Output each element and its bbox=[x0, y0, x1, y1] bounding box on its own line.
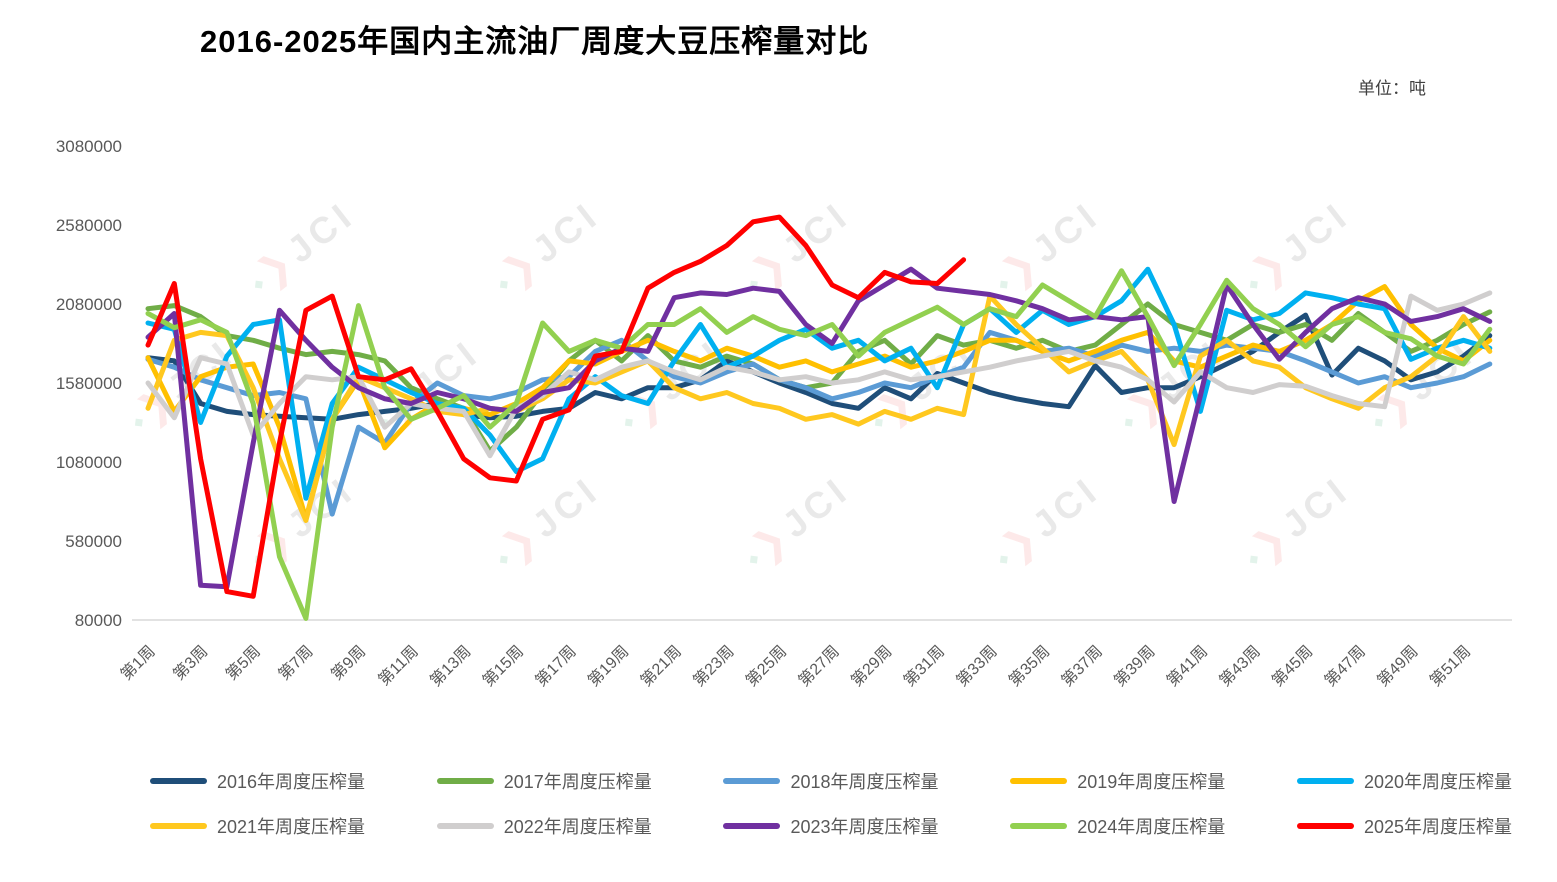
legend-item-2022年: 2022年周度压榨量 bbox=[436, 813, 652, 839]
y-axis-tick-label: 80000 bbox=[75, 611, 122, 630]
x-axis-tick-label: 第41周 bbox=[1163, 642, 1211, 690]
chart-title: 2016-2025年国内主流油厂周度大豆压榨量对比 bbox=[200, 24, 870, 59]
legend-swatch bbox=[150, 778, 207, 784]
series-line-2017年 bbox=[145, 301, 1493, 454]
x-axis-tick-label: 第7周 bbox=[275, 642, 317, 684]
legend-label: 2021年周度压榨量 bbox=[217, 817, 366, 837]
legend-item-2024年: 2024年周度压榨量 bbox=[1010, 813, 1225, 839]
legend-label: 2023年周度压榨量 bbox=[790, 817, 939, 837]
x-axis-tick-label: 第23周 bbox=[690, 642, 738, 690]
legend-label: 2024年周度压榨量 bbox=[1077, 817, 1226, 837]
series-line-2021年 bbox=[145, 293, 1493, 523]
legend-swatch bbox=[1296, 778, 1354, 784]
legend-item-2017年: 2017年周度压榨量 bbox=[436, 768, 652, 794]
x-axis-tick-label: 第51周 bbox=[1426, 642, 1474, 690]
x-axis-tick-label: 第29周 bbox=[848, 642, 896, 690]
x-axis-tick-label: 第31周 bbox=[900, 642, 948, 690]
legend-swatch bbox=[1010, 823, 1068, 829]
line-chart-svg: 3080000 2580000 2080000 1580000 1080000 58000… bbox=[56, 137, 1512, 690]
x-axis-tick-label: 第19周 bbox=[584, 642, 632, 690]
legend-label: 2025年周度压榨量 bbox=[1363, 817, 1512, 837]
legend-item-2023年: 2023年周度压榨量 bbox=[723, 813, 939, 839]
x-axis-tick-label: 第47周 bbox=[1321, 642, 1369, 690]
legend-label: 2016年周度压榨量 bbox=[217, 772, 366, 792]
y-axis-tick-label: 1080000 bbox=[56, 453, 122, 472]
x-axis-tick-label: 第17周 bbox=[532, 642, 580, 690]
legend-item-2016年: 2016年周度压榨量 bbox=[150, 768, 365, 794]
series-line-2025年 bbox=[145, 214, 967, 599]
series-line-2023年 bbox=[145, 266, 1493, 590]
series-line-2024年 bbox=[145, 268, 1493, 621]
legend-label: 2022年周度压榨量 bbox=[503, 817, 652, 837]
x-axis-tick-label: 第33周 bbox=[953, 642, 1001, 690]
legend-swatch bbox=[436, 778, 494, 784]
legend-label: 2018年周度压榨量 bbox=[790, 772, 939, 792]
x-axis-tick-label: 第45周 bbox=[1269, 642, 1317, 690]
legend-item-2019年: 2019年周度压榨量 bbox=[1010, 768, 1225, 794]
y-axis-tick-label: 580000 bbox=[65, 532, 122, 551]
x-axis-tick-label: 第39周 bbox=[1111, 642, 1159, 690]
legend-item-2021年: 2021年周度压榨量 bbox=[150, 813, 365, 839]
y-axis-tick-label: 2580000 bbox=[56, 216, 122, 235]
series-line-2022年 bbox=[145, 290, 1493, 459]
x-axis-tick-label: 第3周 bbox=[170, 642, 212, 684]
legend-swatch bbox=[1010, 778, 1068, 784]
y-axis-tick-label: 1580000 bbox=[56, 374, 122, 393]
x-axis-tick-label: 第35周 bbox=[1005, 642, 1053, 690]
legend-row-2: 2021年周度压榨量 2022年周度压榨量 2023年周度压榨量 2024年周度压榨量… bbox=[150, 813, 1512, 839]
legend-swatch bbox=[723, 823, 781, 829]
y-axis-tick-label: 2080000 bbox=[56, 295, 122, 314]
x-axis-tick-label: 第27周 bbox=[795, 642, 843, 690]
series-line-2019年 bbox=[145, 284, 1493, 522]
x-axis-tick-label: 第21周 bbox=[637, 642, 685, 690]
y-axis-tick-label: 3080000 bbox=[56, 137, 122, 156]
legend-swatch bbox=[436, 823, 494, 829]
x-axis-tick-label: 第5周 bbox=[222, 642, 264, 684]
legend-swatch bbox=[1296, 823, 1354, 829]
x-axis-tick-label: 第13周 bbox=[427, 642, 475, 690]
legend-label: 2017年周度压榨量 bbox=[503, 772, 652, 792]
x-axis-tick-label: 第11周 bbox=[375, 642, 422, 689]
x-axis-tick-label: 第1周 bbox=[117, 642, 159, 684]
legend-item-2020年: 2020年周度压榨量 bbox=[1296, 768, 1512, 794]
x-axis-tick-label: 第49周 bbox=[1374, 642, 1422, 690]
legend-label: 2019年周度压榨量 bbox=[1077, 772, 1226, 792]
x-axis-tick-label: 第37周 bbox=[1058, 642, 1106, 690]
legend-swatch bbox=[150, 823, 207, 829]
x-axis-tick-label: 第9周 bbox=[328, 642, 370, 684]
x-axis-tick-label: 第25周 bbox=[742, 642, 790, 690]
unit-label: 单位：吨 bbox=[1358, 79, 1426, 98]
legend-label: 2020年周度压榨量 bbox=[1363, 772, 1512, 792]
x-axis-tick-label: 第43周 bbox=[1216, 642, 1264, 690]
x-axis-tick-label: 第15周 bbox=[479, 642, 527, 690]
legend-item-2018年: 2018年周度压榨量 bbox=[723, 768, 939, 794]
legend-row-1: 2016年周度压榨量 2017年周度压榨量 2018年周度压榨量 2019年周度压榨量… bbox=[150, 768, 1512, 794]
legend-swatch bbox=[723, 778, 781, 784]
legend-item-2025年: 2025年周度压榨量 bbox=[1296, 813, 1512, 839]
